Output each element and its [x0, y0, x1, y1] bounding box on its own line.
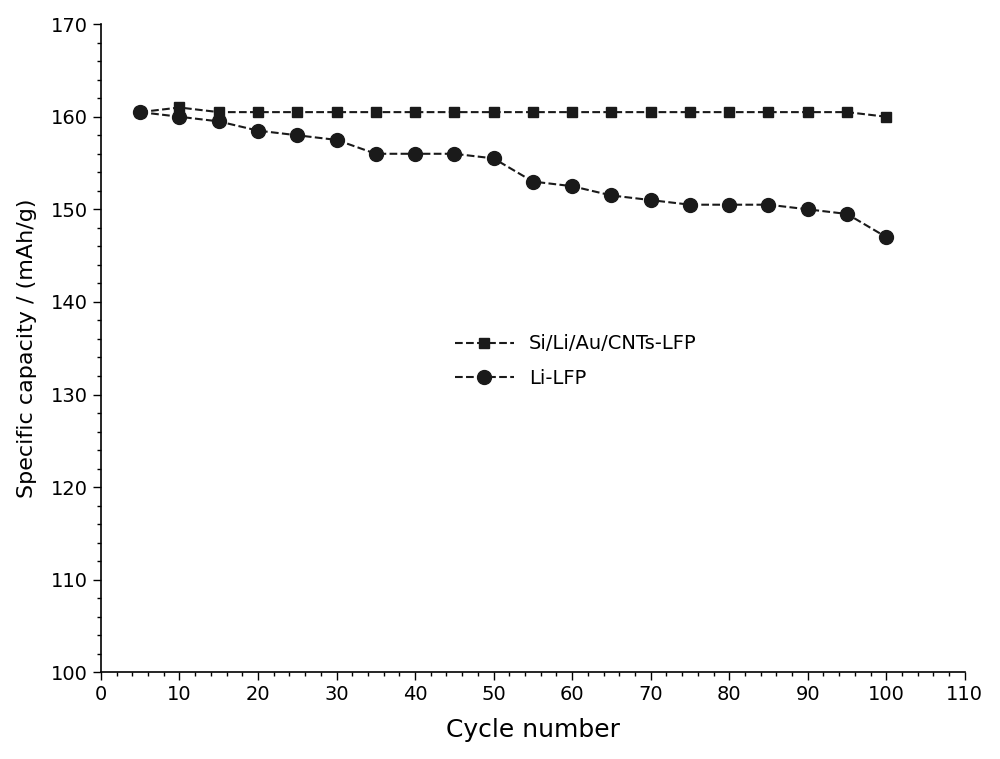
Li-LFP [448, 150, 460, 159]
Si/Li/Au/CNTs-LFP [723, 108, 735, 117]
Si/Li/Au/CNTs-LFP [213, 108, 225, 117]
Si/Li/Au/CNTs-LFP [370, 108, 382, 117]
X-axis label: Cycle number: Cycle number [446, 718, 620, 742]
Si/Li/Au/CNTs-LFP [684, 108, 696, 117]
Si/Li/Au/CNTs-LFP [173, 103, 185, 112]
Li-LFP [330, 135, 342, 144]
Si/Li/Au/CNTs-LFP [488, 108, 500, 117]
Si/Li/Au/CNTs-LFP [762, 108, 774, 117]
Li-LFP [370, 150, 382, 159]
Li-LFP [762, 200, 774, 209]
Li-LFP [605, 191, 617, 200]
Li-LFP [291, 131, 303, 140]
Si/Li/Au/CNTs-LFP [252, 108, 264, 117]
Line: Si/Li/Au/CNTs-LFP: Si/Li/Au/CNTs-LFP [135, 102, 891, 121]
Li-LFP [173, 112, 185, 121]
Y-axis label: Specific capacity / (mAh/g): Specific capacity / (mAh/g) [17, 198, 37, 498]
Li-LFP [566, 181, 578, 191]
Si/Li/Au/CNTs-LFP [134, 108, 146, 117]
Si/Li/Au/CNTs-LFP [802, 108, 814, 117]
Si/Li/Au/CNTs-LFP [527, 108, 539, 117]
Li-LFP [213, 117, 225, 126]
Line: Li-LFP: Li-LFP [133, 106, 893, 244]
Si/Li/Au/CNTs-LFP [645, 108, 657, 117]
Li-LFP [841, 209, 853, 219]
Li-LFP [723, 200, 735, 209]
Si/Li/Au/CNTs-LFP [448, 108, 460, 117]
Si/Li/Au/CNTs-LFP [291, 108, 303, 117]
Legend: Si/Li/Au/CNTs-LFP, Li-LFP: Si/Li/Au/CNTs-LFP, Li-LFP [448, 326, 705, 395]
Si/Li/Au/CNTs-LFP [330, 108, 342, 117]
Si/Li/Au/CNTs-LFP [566, 108, 578, 117]
Li-LFP [880, 232, 892, 241]
Si/Li/Au/CNTs-LFP [880, 112, 892, 121]
Li-LFP [527, 177, 539, 186]
Si/Li/Au/CNTs-LFP [841, 108, 853, 117]
Si/Li/Au/CNTs-LFP [409, 108, 421, 117]
Si/Li/Au/CNTs-LFP [605, 108, 617, 117]
Li-LFP [134, 108, 146, 117]
Li-LFP [488, 154, 500, 163]
Li-LFP [409, 150, 421, 159]
Li-LFP [684, 200, 696, 209]
Li-LFP [645, 196, 657, 205]
Li-LFP [802, 205, 814, 214]
Li-LFP [252, 126, 264, 135]
